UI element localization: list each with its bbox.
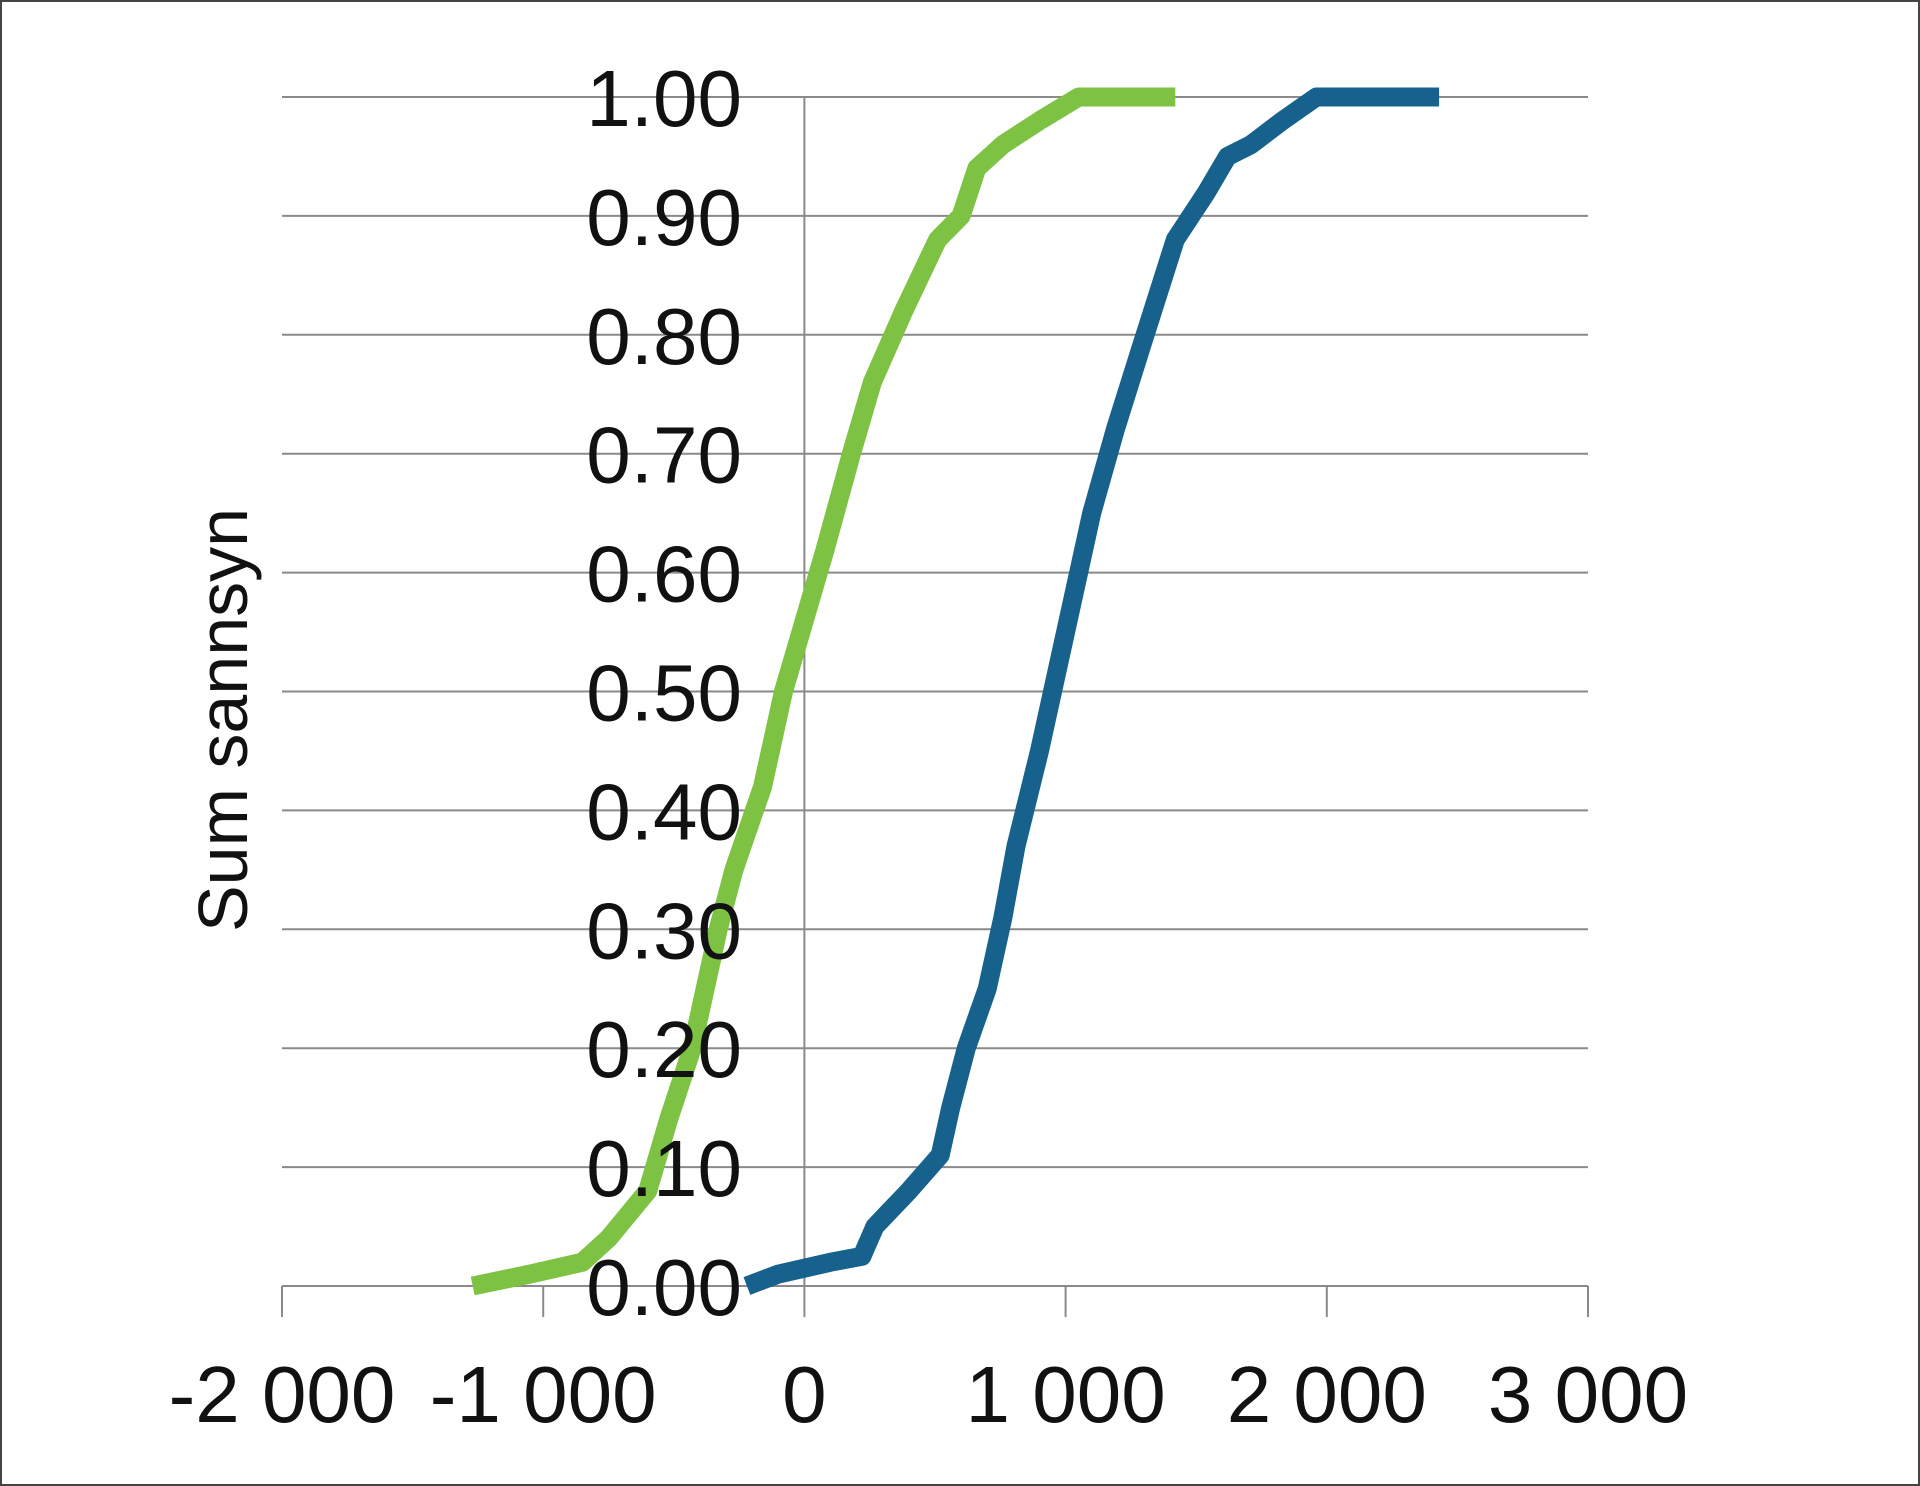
y-tick-label: 0.50 — [586, 649, 742, 738]
axes — [281, 97, 1589, 1317]
y-tick-label: 0.60 — [586, 530, 742, 619]
series-line-0 — [470, 87, 1176, 1296]
x-tick-labels: -2 000 -1 000 0 1 000 2 000 3 000 — [169, 1350, 1689, 1439]
x-tick-label: -1 000 — [430, 1350, 657, 1439]
y-tick-label: 0.00 — [586, 1243, 742, 1332]
y-tick-labels: 0.00 0.10 0.20 0.30 0.40 0.50 0.60 0.70 0.80 0.90… — [586, 54, 742, 1332]
y-tick-label: 0.80 — [586, 292, 742, 381]
y-tick-label: 0.70 — [586, 411, 742, 500]
grid-lines — [282, 96, 1588, 1169]
x-tick-label: 1 000 — [965, 1350, 1165, 1439]
y-tick-label: 0.20 — [586, 1005, 742, 1094]
x-tick-label: 3 000 — [1488, 1350, 1688, 1439]
series-group — [470, 87, 1440, 1296]
y-tick-label: 0.90 — [586, 173, 742, 262]
y-tick-label: 0.30 — [586, 886, 742, 975]
x-tick-label: -2 000 — [169, 1350, 396, 1439]
x-tick-label: 0 — [782, 1350, 827, 1439]
y-axis-title: Sum sannsyn — [184, 508, 262, 932]
y-tick-label: 0.10 — [586, 1124, 742, 1213]
y-tick-label: 0.40 — [586, 767, 742, 856]
y-tick-label: 1.00 — [586, 54, 742, 143]
series-line-1 — [743, 87, 1440, 1295]
x-tick-label: 2 000 — [1227, 1350, 1427, 1439]
